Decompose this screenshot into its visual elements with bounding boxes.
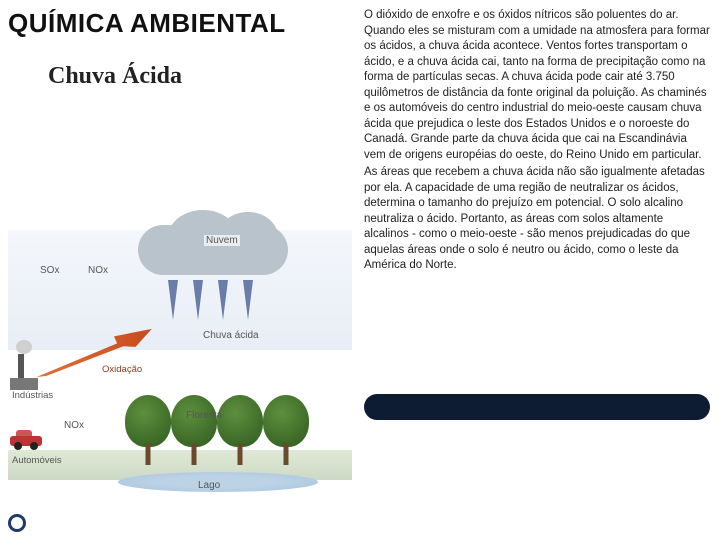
right-column: O dióxido de enxofre e os óxidos nítrico… (360, 0, 720, 540)
label-lago: Lago (198, 480, 220, 491)
label-floresta: Floresta (186, 410, 222, 421)
body-text: O dióxido de enxofre e os óxidos nítrico… (364, 8, 710, 274)
label-sox: SOx (40, 265, 59, 276)
label-oxidacao: Oxidação (102, 364, 142, 375)
rain-arrow-icon (168, 280, 178, 320)
acid-rain-diagram: Nuvem SOx NOx Chuva ácida Oxidação Indús… (8, 130, 352, 530)
rain-arrow-icon (193, 280, 203, 320)
label-automoveis: Automóveis (12, 455, 62, 466)
label-industrias: Indústrias (12, 390, 53, 401)
slide: QUÍMICA AMBIENTAL Chuva Ácida Nuvem SOx … (0, 0, 720, 540)
slide-bullet-icon (8, 514, 26, 532)
slide-title: QUÍMICA AMBIENTAL (8, 8, 356, 39)
paragraph-1: O dióxido de enxofre e os óxidos nítrico… (364, 8, 710, 163)
left-column: QUÍMICA AMBIENTAL Chuva Ácida Nuvem SOx … (0, 0, 360, 540)
label-nox-top: NOx (88, 265, 108, 276)
label-chuva-acida: Chuva ácida (203, 330, 259, 341)
label-nuvem: Nuvem (204, 235, 240, 246)
label-nox-car: NOx (64, 420, 84, 431)
factory-icon (10, 350, 50, 390)
rain-arrow-icon (243, 280, 253, 320)
decorative-bar (364, 394, 710, 420)
paragraph-2: As áreas que recebem a chuva ácida não s… (364, 165, 710, 274)
forest-icon (148, 355, 348, 465)
car-icon (10, 430, 46, 450)
slide-subtitle: Chuva Ácida (48, 63, 356, 90)
rain-arrow-icon (218, 280, 228, 320)
